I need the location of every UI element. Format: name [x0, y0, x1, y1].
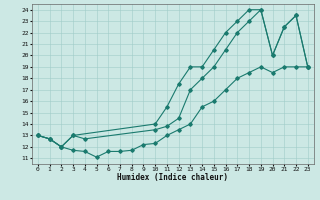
X-axis label: Humidex (Indice chaleur): Humidex (Indice chaleur): [117, 173, 228, 182]
